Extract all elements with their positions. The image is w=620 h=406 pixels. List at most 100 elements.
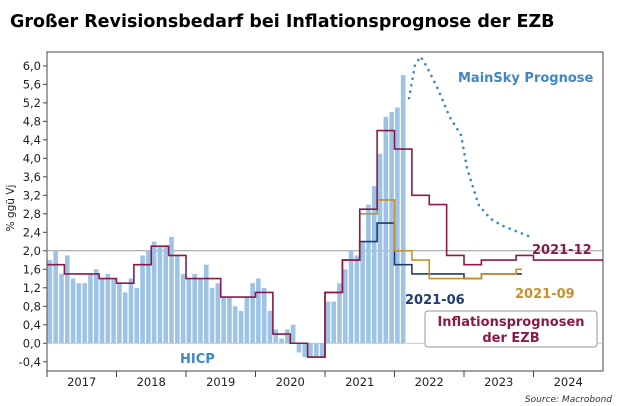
hicp-bar [105, 273, 111, 344]
mainsky-label: MainSky Prognose [458, 71, 594, 86]
hicp-bar [296, 343, 302, 353]
hicp-bar [314, 343, 319, 358]
legend-box: Inflationsprognosen der EZB [424, 310, 598, 348]
hicp-bar [308, 343, 313, 358]
hicp-bar [111, 278, 116, 344]
hicp-bar [186, 278, 192, 344]
y-tick-label: 4,4 [23, 133, 41, 147]
hicp-bar [337, 283, 342, 344]
hicp-bar [360, 241, 365, 344]
legend-box-line1: Inflationsprognosen [437, 315, 584, 330]
y-tick-label: 6,0 [23, 59, 41, 73]
hicp-bar [117, 283, 122, 344]
hicp-bar [227, 297, 232, 344]
x-tick-label: 2024 [554, 375, 583, 389]
y-tick-label: 2,0 [23, 244, 41, 258]
hicp-bar [180, 273, 186, 344]
hicp-bar [146, 250, 151, 344]
forecast-2021-12-line [47, 129, 603, 358]
y-tick-label: 3,2 [23, 188, 41, 202]
hicp-bar [244, 297, 250, 344]
x-tick-label: 2022 [415, 375, 444, 389]
forecast-2021-09-label: 2021-09 [515, 287, 575, 302]
hicp-bar [354, 255, 360, 344]
y-tick-label: 5,2 [23, 96, 41, 110]
forecast-lines [47, 54, 603, 358]
hicp-bar [76, 283, 82, 344]
hicp-bar [140, 255, 145, 344]
y-tick-label: 4,8 [23, 114, 41, 128]
hicp-bar [348, 250, 354, 344]
hicp-bar [175, 255, 180, 344]
chart-title: Großer Revisionsbedarf bei Inflationspro… [10, 12, 555, 32]
y-tick-label: 4,0 [23, 151, 41, 165]
y-tick-label: 1,6 [23, 262, 41, 276]
hicp-bar [88, 273, 93, 344]
hicp-bar [151, 241, 157, 344]
y-axis-label: % ggü Vj [5, 185, 17, 232]
legend-box-line2: der EZB [482, 331, 539, 346]
hicp-bar [331, 301, 336, 344]
hicp-bar [267, 310, 273, 344]
forecast-2021-06-label: 2021-06 [405, 293, 465, 308]
hicp-bar [250, 283, 255, 344]
hicp-bars [47, 75, 603, 358]
hicp-bar [93, 269, 99, 344]
source-note: Source: Macrobond [525, 395, 612, 405]
hicp-bar [215, 283, 221, 344]
hicp-bar [128, 278, 134, 344]
y-axis: -0,4 0,0 0,4 0,8 1,2 1,6 2,0 2,4 2,8 3,2 3,6 4,0 4,4… [19, 59, 47, 369]
hicp-bar [232, 306, 238, 344]
hicp-bar [325, 301, 331, 344]
y-tick-label: 1,2 [23, 281, 41, 295]
hicp-bar [256, 278, 261, 344]
x-tick-label: 2019 [206, 375, 235, 389]
hicp-bar [319, 343, 325, 358]
y-tick-label: 3,6 [23, 170, 41, 184]
y-tick-label: 2,4 [23, 225, 41, 239]
hicp-bar [273, 329, 279, 344]
y-tick-label: 2,8 [23, 207, 41, 221]
hicp-bar [238, 310, 244, 344]
hicp-bar [290, 324, 296, 344]
hicp-bar [203, 264, 209, 344]
x-tick-label: 2023 [484, 375, 513, 389]
y-tick-label: 0,0 [23, 336, 41, 350]
hicp-bar [285, 329, 290, 344]
hicp-bar [59, 273, 64, 344]
hicp-bar [64, 255, 70, 344]
mainsky-forecast-line [407, 54, 532, 239]
hicp-bar [389, 112, 394, 344]
hicp-bar [377, 153, 383, 344]
x-tick-label: 2021 [345, 375, 374, 389]
x-tick-label: 2017 [67, 375, 96, 389]
hicp-label: HICP [180, 352, 215, 367]
hicp-bar [302, 343, 308, 358]
hicp-bar [209, 287, 215, 344]
hicp-bar [342, 269, 348, 344]
hicp-bar [366, 204, 371, 344]
x-tick-label: 2020 [276, 375, 305, 389]
hicp-bar [395, 107, 400, 344]
hicp-bar [163, 246, 169, 344]
hicp-bar [169, 236, 174, 344]
hicp-bar [198, 278, 203, 344]
hicp-bar [99, 278, 105, 344]
forecast-2021-12-label: 2021-12 [532, 243, 592, 258]
y-tick-label: 0,8 [23, 299, 41, 313]
legend-box-frame [424, 310, 598, 348]
y-tick-label: 5,6 [23, 77, 41, 91]
hicp-bar [47, 260, 53, 344]
hicp-bar [82, 283, 87, 344]
hicp-bar [134, 287, 140, 344]
hicp-bar [261, 287, 267, 344]
hicp-bar [122, 292, 128, 344]
hicp-bar [279, 338, 284, 344]
x-tick-label: 2018 [137, 375, 166, 389]
hicp-bar [221, 297, 226, 344]
y-tick-label: 0,4 [23, 318, 41, 332]
hicp-bar [383, 116, 389, 344]
hicp-bar [53, 250, 58, 344]
hicp-bar [400, 75, 406, 344]
